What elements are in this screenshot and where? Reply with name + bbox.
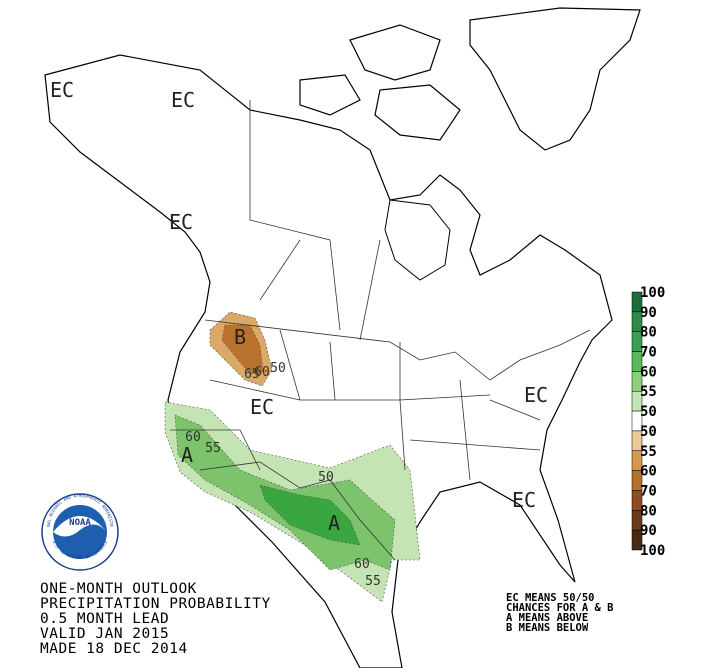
legend-label: 70 <box>640 345 657 361</box>
note-line: A MEANS ABOVE <box>506 612 588 624</box>
logo-name: NOAA <box>69 518 91 528</box>
map-label: EC <box>169 210 193 234</box>
legend-label: 50 <box>640 404 657 420</box>
island <box>349 24 441 81</box>
logo-gull <box>53 516 107 537</box>
contour-label: 55 <box>205 441 221 456</box>
legend-label: 100 <box>640 543 665 559</box>
title-line: ONE-MONTH OUTLOOK <box>40 581 197 597</box>
title-line: VALID JAN 2015 <box>40 626 169 642</box>
contour-label: 55 <box>365 574 381 589</box>
island <box>374 84 461 141</box>
north-america <box>44 54 613 668</box>
above-60-70 <box>259 484 361 546</box>
contour-label: 60 <box>254 365 270 380</box>
legend-label: 80 <box>640 325 657 341</box>
legend-label: 60 <box>640 364 657 380</box>
below-50-60 <box>221 324 264 375</box>
legend-label: 55 <box>640 444 657 460</box>
contour-label: 50 <box>318 470 334 485</box>
us-canada-border <box>204 319 591 381</box>
legend-label: 60 <box>640 464 657 480</box>
note-line: CHANCES FOR A & B <box>506 602 613 614</box>
title-line: MADE 18 DEC 2014 <box>40 641 188 657</box>
greenland <box>469 7 641 151</box>
island <box>299 74 361 116</box>
contour-label: 65 <box>244 367 260 382</box>
internal-boundaries <box>170 100 541 481</box>
map-label: EC <box>171 88 195 112</box>
map-label: EC <box>50 78 74 102</box>
legend-label: 55 <box>640 384 657 400</box>
legend-label: 70 <box>640 483 657 499</box>
contour-label: 60 <box>185 430 201 445</box>
title-line: PRECIPITATION PROBABILITY <box>40 596 271 612</box>
contour-label: 50 <box>270 361 286 376</box>
legend-label: 100 <box>640 285 665 301</box>
hudson-bay <box>384 199 451 281</box>
map-label: EC <box>524 383 548 407</box>
map-label: EC <box>250 395 274 419</box>
map-label: A <box>181 443 193 467</box>
legend-label: 90 <box>640 523 657 539</box>
us-mexico-border <box>199 461 396 561</box>
title-line: 0.5 MONTH LEAD <box>40 611 169 627</box>
legend-label: 90 <box>640 305 657 321</box>
map-label: B <box>234 325 246 349</box>
contour-label: 60 <box>354 557 370 572</box>
legend: 100 90 80 70 60 55 50 50 55 60 70 80 90 100 <box>631 285 665 559</box>
note-line: B MEANS BELOW <box>506 622 589 634</box>
legend-label: 80 <box>640 503 657 519</box>
map-label: EC <box>512 488 536 512</box>
legend-swatch <box>631 529 643 551</box>
logo-disc <box>53 505 107 559</box>
map-label: A <box>328 511 340 535</box>
legend-label: 50 <box>640 424 657 440</box>
note-line: EC MEANS 50/50 <box>506 592 595 604</box>
